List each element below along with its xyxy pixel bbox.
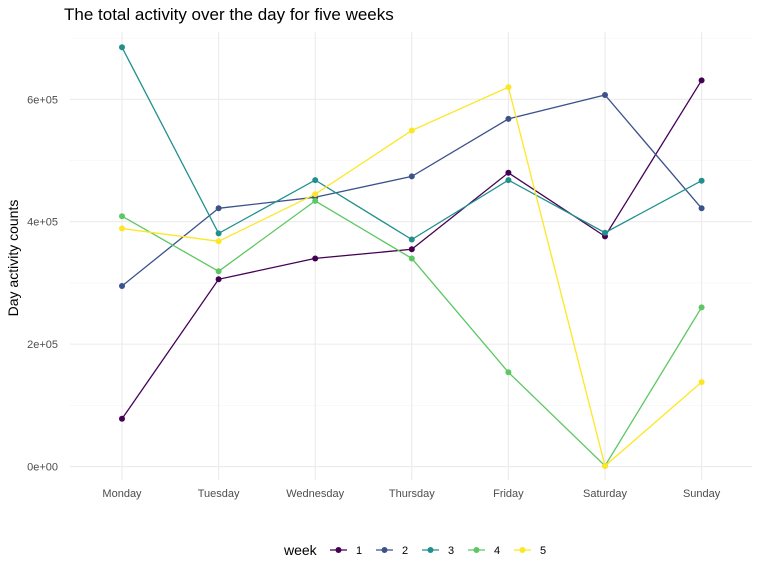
y-axis-title: Day activity counts — [5, 200, 21, 317]
data-point-week-1 — [408, 246, 415, 253]
data-point-week-4 — [698, 304, 705, 311]
data-point-week-1 — [505, 169, 512, 176]
y-tick-label: 6e+05 — [27, 94, 58, 106]
data-point-week-5 — [698, 379, 705, 386]
x-tick-label: Saturday — [583, 488, 628, 500]
y-tick-label: 0e+00 — [27, 462, 58, 474]
data-point-week-1 — [698, 77, 705, 84]
legend-key-point — [519, 547, 526, 553]
data-point-week-2 — [215, 205, 222, 212]
series-points — [119, 44, 705, 469]
y-axis-ticks: 0e+00 2e+05 4e+05 6e+05 — [27, 94, 58, 473]
chart-title: The total activity over the day for five… — [64, 5, 394, 24]
data-point-week-2 — [119, 282, 125, 289]
data-point-week-5 — [312, 191, 319, 198]
data-point-week-4 — [312, 197, 319, 204]
data-point-week-3 — [215, 230, 222, 237]
data-point-week-4 — [119, 213, 125, 220]
data-point-week-5 — [119, 225, 125, 232]
x-tick-label: Friday — [493, 488, 524, 500]
data-point-week-3 — [698, 177, 705, 184]
data-point-week-2 — [602, 92, 608, 99]
y-tick-label: 2e+05 — [27, 339, 58, 351]
x-tick-label: Sunday — [683, 488, 721, 500]
y-tick-label: 4e+05 — [27, 217, 58, 229]
x-tick-label: Thursday — [389, 488, 435, 500]
x-tick-label: Wednesday — [286, 488, 344, 500]
legend-key-point — [427, 547, 434, 553]
data-point-week-5 — [408, 127, 415, 134]
legend-label: 1 — [356, 545, 362, 557]
data-point-week-3 — [312, 177, 319, 184]
data-point-week-4 — [215, 268, 222, 275]
data-point-week-3 — [408, 236, 415, 243]
data-point-week-3 — [602, 229, 608, 236]
gridlines — [70, 32, 752, 480]
data-point-week-5 — [602, 462, 608, 469]
legend-label: 5 — [540, 545, 546, 557]
data-point-week-3 — [119, 44, 125, 51]
data-point-week-2 — [698, 205, 705, 212]
x-tick-label: Tuesday — [198, 488, 240, 500]
legend-key-point — [473, 547, 480, 553]
data-point-week-1 — [119, 415, 125, 422]
x-axis-ticks: Monday Tuesday Wednesday Thursday Friday Satu… — [102, 488, 720, 500]
data-point-week-2 — [408, 173, 415, 180]
legend-label: 2 — [402, 545, 408, 557]
legend-key-point — [335, 547, 342, 553]
legend-title: week — [283, 542, 318, 558]
data-point-week-1 — [312, 255, 319, 262]
data-point-week-1 — [215, 276, 222, 283]
data-point-week-4 — [408, 255, 415, 262]
legend: week 1 2 3 4 5 — [283, 542, 546, 558]
data-point-week-5 — [505, 84, 512, 91]
data-point-week-4 — [505, 369, 512, 376]
x-tick-label: Monday — [102, 488, 142, 500]
data-point-week-3 — [505, 177, 512, 184]
legend-label: 3 — [448, 545, 454, 557]
legend-label: 4 — [494, 545, 500, 557]
data-point-week-5 — [215, 238, 222, 245]
data-point-week-2 — [505, 115, 512, 122]
legend-key-point — [381, 547, 388, 553]
